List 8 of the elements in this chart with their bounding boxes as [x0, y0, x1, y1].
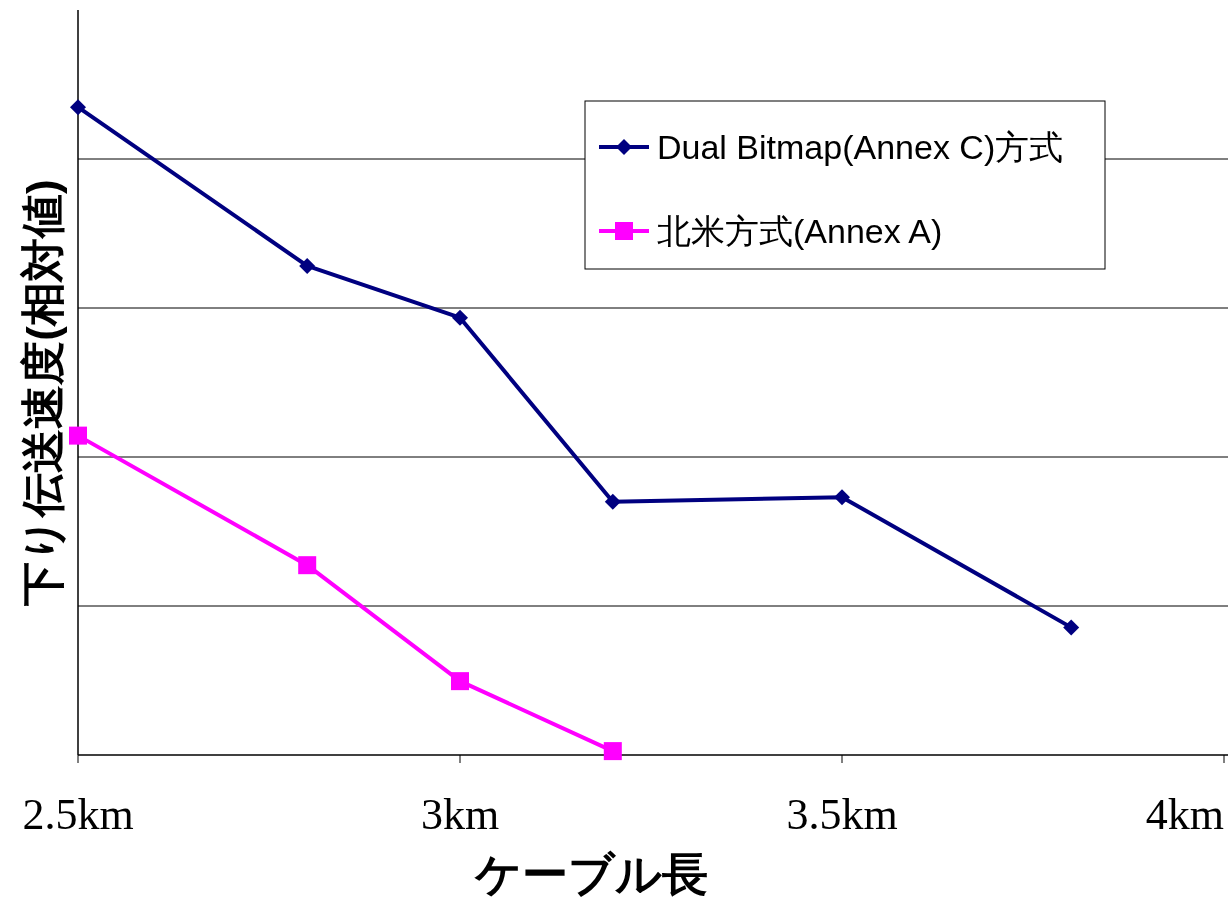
- legend-label: 北米方式(Annex A): [657, 212, 943, 250]
- x-axis-title: ケーブル長: [473, 848, 708, 899]
- legend-label: Dual Bitmap(Annex C)方式: [657, 128, 1064, 166]
- y-axis-title: 下り伝送速度(相対値): [18, 179, 67, 606]
- x-tick-label: 4km: [1145, 790, 1224, 839]
- x-tick-label: 2.5km: [22, 790, 134, 839]
- x-tick-label: 3.5km: [786, 790, 898, 839]
- x-tick-label: 3km: [420, 790, 500, 839]
